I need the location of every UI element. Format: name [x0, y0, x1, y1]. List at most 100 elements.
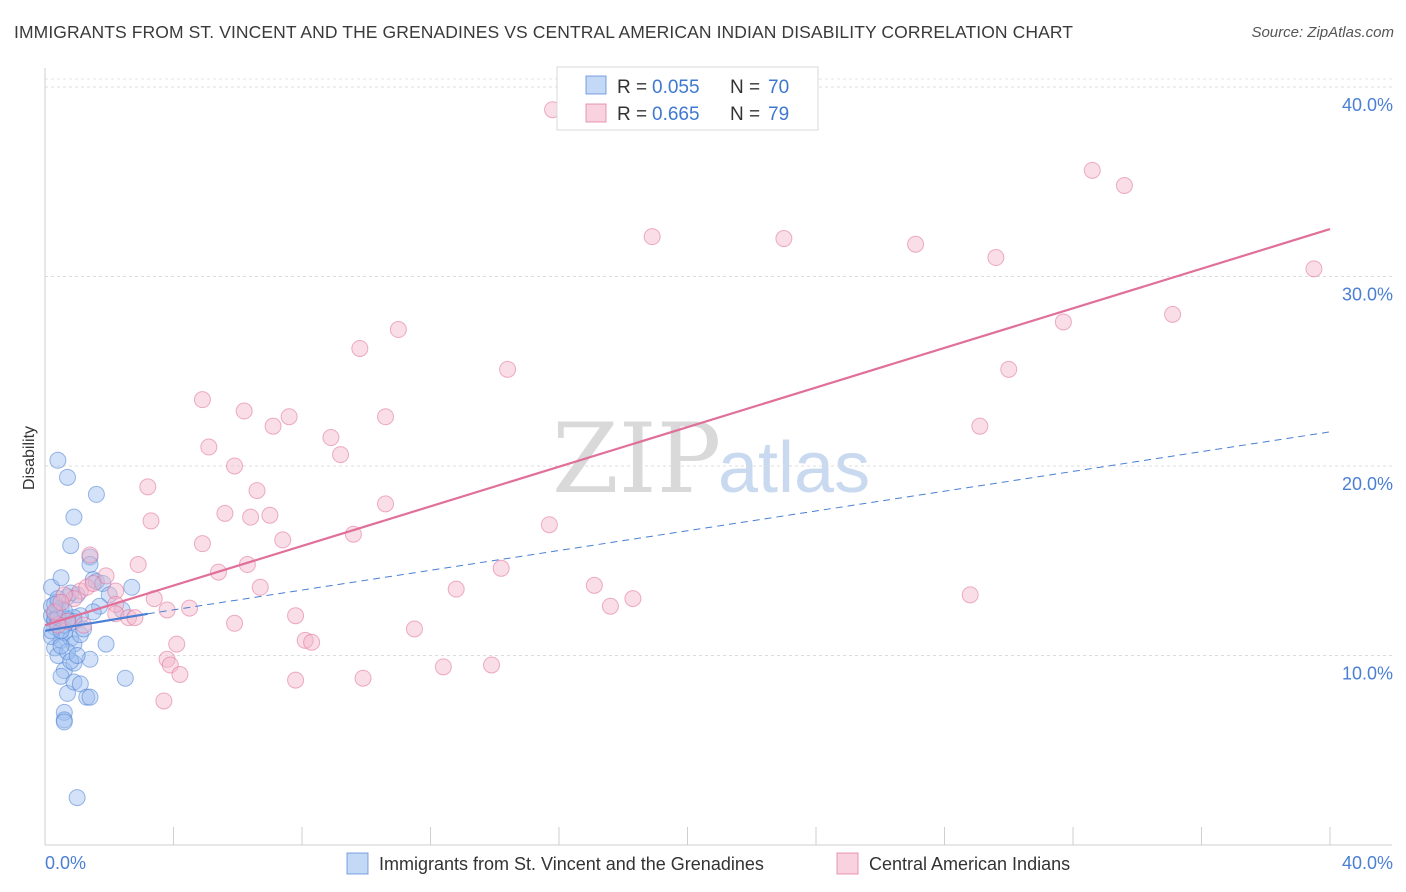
stats-n-label-pink: N =	[730, 104, 760, 125]
data-point	[65, 508, 83, 526]
data-point	[261, 506, 279, 524]
data-point	[81, 650, 99, 668]
data-point	[68, 646, 86, 664]
y-tick-labels: 10.0% 20.0% 30.0% 40.0%	[1342, 95, 1393, 684]
data-point	[248, 482, 266, 500]
data-point	[46, 603, 64, 621]
data-point	[1305, 260, 1323, 278]
data-point	[322, 429, 340, 447]
stats-r-value-pink: 0.665	[652, 104, 700, 125]
data-point	[242, 508, 260, 526]
data-point	[483, 656, 501, 674]
data-point	[62, 537, 80, 555]
data-point	[142, 512, 160, 530]
axes	[44, 68, 1392, 846]
data-point	[49, 646, 67, 664]
data-point	[193, 391, 211, 409]
data-point	[280, 408, 298, 426]
data-point	[65, 673, 83, 691]
data-point	[58, 643, 76, 661]
data-point	[81, 688, 99, 706]
trend-line-central-american-indians	[44, 228, 1331, 627]
data-point	[1083, 161, 1101, 179]
data-point	[65, 590, 83, 608]
data-point	[499, 360, 517, 378]
data-point	[52, 667, 70, 685]
data-point	[226, 614, 244, 632]
data-point	[585, 576, 603, 594]
data-point	[49, 451, 67, 469]
data-point	[264, 417, 282, 435]
data-point	[601, 597, 619, 615]
data-point	[62, 652, 80, 670]
stats-swatch-blue	[585, 75, 607, 95]
stats-n-label-blue: N =	[730, 77, 760, 98]
watermark-atlas: atlas	[718, 428, 870, 508]
data-point	[540, 516, 558, 534]
data-point	[351, 339, 369, 357]
data-point	[97, 567, 115, 585]
stats-r-value-blue: 0.055	[652, 77, 700, 98]
data-point	[123, 578, 141, 596]
data-point	[987, 249, 1005, 267]
data-point	[624, 590, 642, 608]
data-point	[434, 658, 452, 676]
y-tick-label: 40.0%	[1342, 95, 1393, 115]
data-point	[68, 789, 86, 807]
data-point	[251, 578, 269, 596]
data-point	[377, 495, 395, 513]
y-tick-label: 10.0%	[1342, 663, 1393, 683]
data-point	[1115, 176, 1133, 194]
data-point	[303, 633, 321, 651]
data-point	[52, 593, 70, 611]
data-point	[158, 650, 176, 668]
data-point	[116, 669, 134, 687]
data-point	[58, 468, 76, 486]
stats-r-label-blue: R =	[617, 77, 647, 98]
data-point	[1054, 313, 1072, 331]
data-point	[52, 637, 70, 655]
data-point	[775, 230, 793, 248]
data-point	[129, 556, 147, 574]
data-point	[287, 671, 305, 689]
legend: Immigrants from St. Vincent and the Gren…	[346, 852, 1070, 875]
data-point	[961, 586, 979, 604]
data-point	[155, 692, 173, 710]
data-point	[447, 580, 465, 598]
stats-swatch-pink	[585, 103, 607, 123]
data-point	[168, 635, 186, 653]
stats-n-value-pink: 79	[768, 104, 789, 125]
trend-line-immigrants	[44, 612, 148, 632]
data-point	[643, 228, 661, 246]
data-point	[332, 446, 350, 464]
data-point	[377, 408, 395, 426]
legend-label-immigrants: Immigrants from St. Vincent and the Gren…	[379, 854, 764, 874]
legend-swatch-immigrants	[346, 852, 369, 875]
data-point	[55, 713, 73, 731]
stats-n-value-blue: 70	[768, 77, 789, 98]
data-point	[235, 402, 253, 420]
trend-lines	[44, 228, 1331, 632]
data-point	[81, 546, 99, 564]
legend-swatch-central-american-indians	[836, 852, 859, 875]
x-tick-label: 40.0%	[1342, 853, 1393, 873]
data-point	[274, 531, 292, 549]
data-point	[296, 631, 314, 649]
data-point	[200, 438, 218, 456]
data-point	[216, 504, 234, 522]
data-point	[971, 417, 989, 435]
stats-box: R = 0.055 N = 70 R = 0.665 N = 79	[556, 66, 819, 131]
x-tick-labels: 0.0% 40.0%	[45, 853, 1393, 873]
data-point	[52, 569, 70, 587]
source-credit: Source: ZipAtlas.com	[1251, 24, 1394, 41]
y-tick-label: 20.0%	[1342, 474, 1393, 494]
data-point	[405, 620, 423, 638]
watermark-zip: ZIP	[552, 403, 721, 515]
data-point	[389, 321, 407, 339]
trend-line-immigrants-extension	[147, 431, 1331, 615]
chart-title: IMMIGRANTS FROM ST. VINCENT AND THE GREN…	[14, 22, 1074, 42]
stats-r-label-pink: R =	[617, 104, 647, 125]
data-point	[171, 665, 189, 683]
data-point	[97, 635, 115, 653]
